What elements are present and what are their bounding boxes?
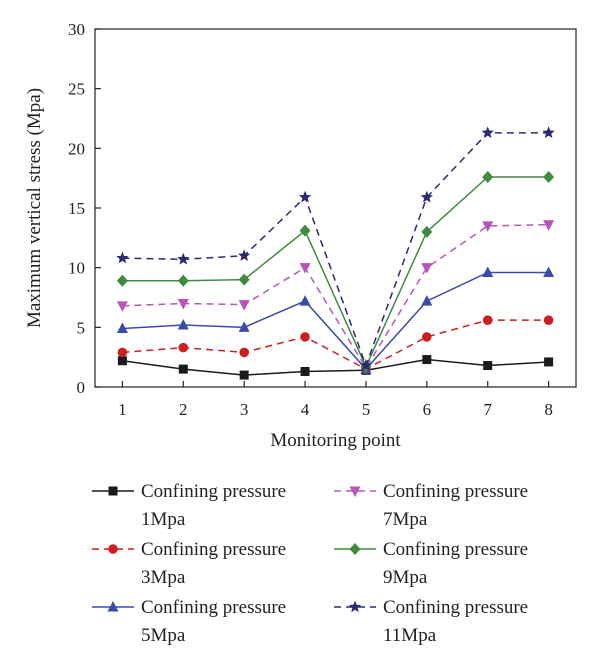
y-tick-label: 15 — [68, 199, 85, 218]
plot-frame — [94, 28, 577, 388]
x-tick-label: 7 — [483, 400, 492, 419]
legend-marker — [108, 544, 118, 554]
data-point — [116, 251, 129, 264]
y-tick-label: 25 — [68, 80, 85, 99]
data-point — [239, 347, 249, 358]
legend-marker — [108, 486, 118, 496]
data-point — [177, 274, 189, 287]
data-point — [298, 190, 312, 203]
data-point — [177, 252, 190, 265]
data-point — [299, 295, 311, 306]
series-line — [122, 176, 549, 369]
series-line — [122, 132, 549, 368]
y-tick-label: 20 — [68, 139, 85, 158]
data-point — [177, 298, 189, 310]
data-point — [178, 342, 189, 353]
data-point — [237, 249, 251, 261]
legend-label: Confining pressure — [141, 481, 286, 502]
legend-label: 5Mpa — [141, 625, 186, 646]
series-6 — [116, 126, 555, 371]
data-point — [421, 263, 433, 274]
data-point — [482, 266, 494, 277]
data-point — [359, 359, 373, 371]
series-3 — [116, 266, 555, 374]
y-tick-label: 30 — [68, 20, 85, 39]
data-point — [482, 315, 493, 325]
legend-label: 11Mpa — [383, 625, 437, 646]
x-axis-ticks: 1 2 3 4 5 6 7 8 — [118, 381, 553, 419]
data-point — [422, 355, 432, 365]
legend-item: Confining pressure 5Mpa — [92, 597, 286, 646]
legend-label: 1Mpa — [141, 509, 186, 530]
data-point — [116, 322, 128, 334]
data-point — [421, 295, 433, 306]
data-point — [238, 321, 250, 332]
data-point — [300, 332, 310, 342]
y-tick-label: 5 — [77, 318, 86, 337]
data-point — [543, 315, 554, 325]
legend-label: Confining pressure — [383, 597, 528, 618]
series-line — [122, 358, 549, 376]
data-point — [422, 332, 432, 342]
y-tick-label: 10 — [68, 259, 85, 278]
x-tick-label: 1 — [118, 400, 127, 419]
data-point — [299, 263, 311, 274]
legend-label: Confining pressure — [383, 481, 528, 502]
legend-item: Confining pressure 1Mpa — [92, 481, 286, 530]
x-tick-label: 2 — [179, 400, 188, 419]
data-point — [420, 190, 434, 203]
data-point — [238, 273, 250, 286]
series-line — [122, 319, 549, 370]
data-point — [178, 364, 188, 374]
legend-marker — [349, 543, 361, 555]
legend-item: Confining pressure 3Mpa — [92, 539, 286, 588]
data-point — [177, 318, 189, 330]
legend-marker — [348, 600, 362, 613]
data-point — [238, 300, 250, 311]
data-point — [421, 225, 433, 238]
y-axis-title: Maximum vertical stress (Mpa) — [24, 88, 45, 328]
data-point — [544, 357, 554, 367]
data-point — [543, 220, 555, 231]
series-1 — [117, 355, 554, 380]
data-point — [543, 170, 555, 183]
y-axis-ticks: 0 5 10 15 20 25 30 — [68, 20, 101, 397]
legend-label: Confining pressure — [141, 597, 286, 618]
data-point — [117, 347, 128, 358]
series-line — [122, 271, 549, 371]
data-point — [117, 356, 127, 366]
legend-item: Confining pressure 7Mpa — [334, 481, 528, 530]
legend-item: Confining pressure 9Mpa — [334, 539, 528, 588]
data-point — [300, 366, 310, 376]
data-point — [543, 266, 555, 277]
x-tick-label: 3 — [240, 400, 249, 419]
data-point — [482, 221, 494, 232]
legend-label: Confining pressure — [383, 539, 528, 560]
data-point — [116, 301, 128, 312]
legend-marker — [349, 486, 361, 497]
plot-marks — [116, 126, 555, 380]
x-tick-label: 8 — [544, 400, 553, 419]
x-tick-label: 5 — [362, 400, 371, 419]
legend-label: 9Mpa — [383, 567, 428, 588]
legend-label: 7Mpa — [383, 509, 428, 530]
data-point — [542, 126, 555, 139]
data-point — [481, 126, 494, 139]
data-point — [299, 224, 311, 237]
data-point — [116, 274, 128, 287]
legend-label: 3Mpa — [141, 567, 186, 588]
data-point — [482, 170, 494, 183]
x-axis-title: Monitoring point — [270, 430, 401, 451]
data-point — [239, 370, 249, 380]
x-tick-label: 6 — [423, 400, 432, 419]
legend-item: Confining pressure 11Mpa — [334, 597, 528, 646]
legend-label: Confining pressure — [141, 539, 286, 560]
x-tick-label: 4 — [301, 400, 310, 419]
legend-marker — [107, 601, 119, 612]
y-tick-label: 0 — [77, 378, 86, 397]
data-point — [483, 361, 493, 371]
